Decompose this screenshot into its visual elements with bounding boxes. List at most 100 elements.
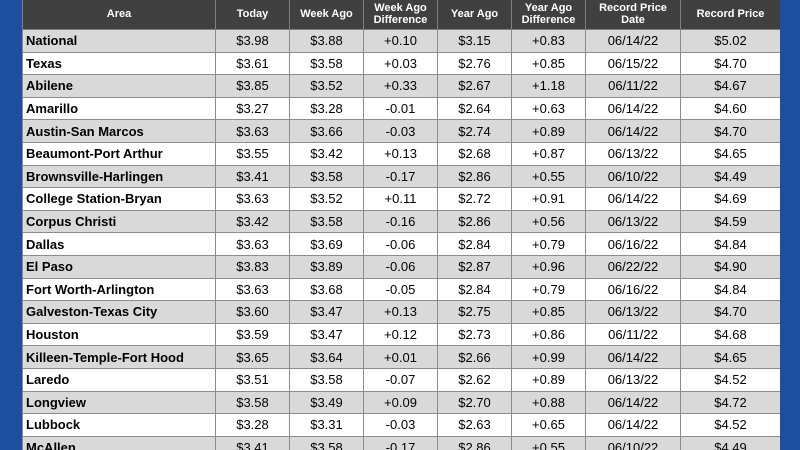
value-cell: $2.66 xyxy=(437,345,512,369)
value-cell: -0.06 xyxy=(363,232,438,256)
value-cell: +0.85 xyxy=(511,51,586,76)
value-cell: +0.96 xyxy=(511,254,586,279)
value-cell: $3.60 xyxy=(215,300,290,324)
value-cell: 06/22/22 xyxy=(585,254,681,279)
value-cell: 06/16/22 xyxy=(585,277,681,302)
value-cell: $3.98 xyxy=(215,29,290,53)
value-cell: +0.10 xyxy=(363,29,438,53)
value-cell: -0.07 xyxy=(363,367,438,392)
header-cell: Year Ago xyxy=(437,0,512,30)
value-cell: $2.86 xyxy=(437,209,512,234)
table-row: McAllen $3.41 $3.58 -0.17 $2.86 +0.55 06/10/22… xyxy=(22,435,780,450)
value-cell: $3.51 xyxy=(215,367,290,392)
value-cell: $3.58 xyxy=(289,367,364,392)
value-cell: 06/10/22 xyxy=(585,435,681,450)
value-cell: +0.91 xyxy=(511,187,586,211)
table-row: Abilene $3.85 $3.52 +0.33 $2.67 +1.18 06/11/22… xyxy=(22,74,780,98)
value-cell: $5.02 xyxy=(680,29,780,53)
table-row: College Station-Bryan $3.63 $3.52 +0.11 $2.7… xyxy=(22,187,780,211)
value-cell: $3.58 xyxy=(289,51,364,76)
value-cell: $2.74 xyxy=(437,119,512,143)
value-cell: +0.63 xyxy=(511,96,586,121)
value-cell: +0.65 xyxy=(511,413,586,437)
header-cell: Week Ago xyxy=(289,0,364,30)
header-row: Area Today Week Ago Week Ago Difference Year… xyxy=(22,0,780,30)
value-cell: -0.17 xyxy=(363,435,438,450)
value-cell: -0.03 xyxy=(363,119,438,143)
table-row: Longview $3.58 $3.49 +0.09 $2.70 +0.88 06/14/2… xyxy=(22,390,780,415)
value-cell: $3.15 xyxy=(437,29,512,53)
value-cell: $2.68 xyxy=(437,141,512,166)
value-cell: $3.63 xyxy=(215,119,290,143)
area-cell: Galveston-Texas City xyxy=(22,300,216,324)
table-row: El Paso $3.83 $3.89 -0.06 $2.87 +0.96 06/22/22… xyxy=(22,254,780,279)
value-cell: -0.05 xyxy=(363,277,438,302)
value-cell: $2.64 xyxy=(437,96,512,121)
value-cell: $3.42 xyxy=(215,209,290,234)
table-row: Amarillo $3.27 $3.28 -0.01 $2.64 +0.63 06/14/2… xyxy=(22,96,780,121)
value-cell: +0.89 xyxy=(511,367,586,392)
table-row: National $3.98 $3.88 +0.10 $3.15 +0.83 06/14/2… xyxy=(22,29,780,53)
value-cell: 06/13/22 xyxy=(585,141,681,166)
area-cell: Fort Worth-Arlington xyxy=(22,277,216,302)
table-row: Killeen-Temple-Fort Hood $3.65 $3.64 +0.01 $… xyxy=(22,345,780,369)
table-container: Area Today Week Ago Week Ago Difference Year… xyxy=(22,0,780,450)
value-cell: +0.13 xyxy=(363,300,438,324)
value-cell: -0.16 xyxy=(363,209,438,234)
value-cell: $3.47 xyxy=(289,322,364,347)
header-cell: Week Ago Difference xyxy=(363,0,438,30)
value-cell: $3.61 xyxy=(215,51,290,76)
value-cell: $4.59 xyxy=(680,209,780,234)
value-cell: +0.86 xyxy=(511,322,586,347)
value-cell: $3.58 xyxy=(289,209,364,234)
value-cell: $3.65 xyxy=(215,345,290,369)
value-cell: 06/14/22 xyxy=(585,187,681,211)
value-cell: $4.67 xyxy=(680,74,780,98)
value-cell: +0.55 xyxy=(511,435,586,450)
value-cell: $4.60 xyxy=(680,96,780,121)
value-cell: $2.67 xyxy=(437,74,512,98)
table-row: Texas $3.61 $3.58 +0.03 $2.76 +0.85 06/15/22 $4… xyxy=(22,51,780,76)
value-cell: 06/13/22 xyxy=(585,300,681,324)
value-cell: 06/13/22 xyxy=(585,209,681,234)
value-cell: $4.70 xyxy=(680,51,780,76)
value-cell: +0.03 xyxy=(363,51,438,76)
table-row: Brownsville-Harlingen $3.41 $3.58 -0.17 $2.8… xyxy=(22,164,780,189)
value-cell: $3.64 xyxy=(289,345,364,369)
value-cell: $3.31 xyxy=(289,413,364,437)
value-cell: $3.41 xyxy=(215,164,290,189)
value-cell: $3.58 xyxy=(289,164,364,189)
area-cell: College Station-Bryan xyxy=(22,187,216,211)
value-cell: $4.90 xyxy=(680,254,780,279)
value-cell: +0.89 xyxy=(511,119,586,143)
value-cell: $2.72 xyxy=(437,187,512,211)
value-cell: $3.58 xyxy=(215,390,290,415)
value-cell: $3.63 xyxy=(215,277,290,302)
value-cell: 06/14/22 xyxy=(585,390,681,415)
value-cell: $4.69 xyxy=(680,187,780,211)
table-row: Corpus Christi $3.42 $3.58 -0.16 $2.86 +0.56 0… xyxy=(22,209,780,234)
header-cell: Record Price Date xyxy=(585,0,681,30)
value-cell: +1.18 xyxy=(511,74,586,98)
value-cell: +0.33 xyxy=(363,74,438,98)
value-cell: -0.03 xyxy=(363,413,438,437)
value-cell: $2.86 xyxy=(437,435,512,450)
value-cell: $4.84 xyxy=(680,232,780,256)
value-cell: -0.17 xyxy=(363,164,438,189)
value-cell: $2.73 xyxy=(437,322,512,347)
area-cell: Killeen-Temple-Fort Hood xyxy=(22,345,216,369)
value-cell: +0.01 xyxy=(363,345,438,369)
value-cell: +0.99 xyxy=(511,345,586,369)
header-cell: Year Ago Difference xyxy=(511,0,586,30)
value-cell: +0.11 xyxy=(363,187,438,211)
value-cell: 06/14/22 xyxy=(585,345,681,369)
value-cell: $3.28 xyxy=(289,96,364,121)
value-cell: 06/14/22 xyxy=(585,119,681,143)
value-cell: $3.63 xyxy=(215,187,290,211)
value-cell: 06/11/22 xyxy=(585,74,681,98)
value-cell: 06/10/22 xyxy=(585,164,681,189)
area-cell: Abilene xyxy=(22,74,216,98)
gas-price-table: Area Today Week Ago Week Ago Difference Year… xyxy=(22,0,780,450)
area-cell: McAllen xyxy=(22,435,216,450)
value-cell: $3.89 xyxy=(289,254,364,279)
